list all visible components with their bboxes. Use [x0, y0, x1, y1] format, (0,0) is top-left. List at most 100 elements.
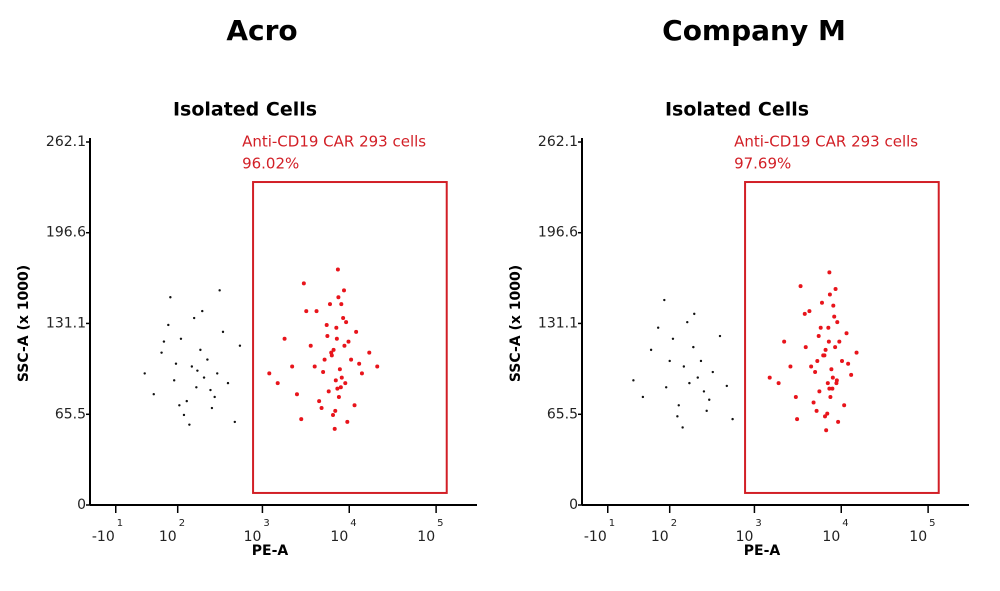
event-dot: [813, 370, 818, 375]
event-dot: [336, 295, 341, 300]
event-dot: [339, 375, 344, 380]
event-dot: [798, 284, 803, 289]
event-dot: [201, 309, 204, 313]
y-tick-label: 0: [569, 497, 578, 513]
event-dot: [725, 384, 729, 388]
event-dot: [795, 417, 800, 422]
event-dot: [681, 426, 684, 429]
event-dot: [352, 403, 357, 408]
x-tick-exponent: 5: [437, 518, 443, 529]
y-axis-label: SSC-A (x 1000): [16, 265, 32, 382]
event-dot: [335, 267, 340, 272]
x-tick-exponent: 3: [263, 518, 269, 529]
event-dot: [329, 353, 334, 358]
event-dot: [840, 358, 845, 363]
event-dot: [830, 375, 835, 380]
x-tick-label: 10: [244, 529, 262, 545]
event-dot: [226, 381, 230, 385]
plot-title: Isolated Cells: [173, 99, 317, 121]
x-tick-label: 10: [159, 529, 177, 545]
panel-title: Acro: [226, 14, 297, 47]
x-tick-exponent: 1: [117, 518, 123, 529]
event-dot: [842, 403, 847, 408]
event-dot: [664, 386, 668, 389]
event-dot: [807, 309, 812, 314]
event-dot: [793, 394, 798, 399]
event-dot: [342, 288, 347, 293]
event-dot: [686, 320, 689, 324]
event-dot: [321, 370, 326, 375]
event-dot: [290, 364, 295, 369]
event-dot: [338, 385, 343, 390]
event-dot: [827, 386, 832, 391]
event-dot: [339, 302, 344, 307]
event-dot: [325, 334, 330, 339]
event-dot: [663, 298, 666, 302]
event-dot: [817, 389, 822, 394]
event-dot: [692, 345, 695, 349]
event-dot: [324, 322, 329, 327]
event-dot: [676, 415, 679, 418]
event-dot: [671, 337, 675, 341]
event-dot: [828, 394, 833, 399]
event-dot: [811, 400, 816, 405]
event-dot: [335, 386, 340, 391]
y-tick-label: 262.1: [538, 134, 578, 150]
event-dot: [802, 311, 807, 316]
event-dot: [682, 365, 686, 368]
event-dot: [825, 411, 830, 416]
event-dot: [825, 381, 830, 386]
event-dot: [218, 289, 221, 292]
event-dot: [334, 325, 339, 330]
event-dot: [632, 379, 635, 382]
event-dot: [275, 381, 280, 386]
event-dot: [333, 408, 338, 413]
gate-percent: 97.69%: [734, 155, 791, 173]
event-dot: [167, 323, 170, 327]
y-tick-label: 262.1: [46, 134, 86, 150]
event-dot: [767, 375, 772, 380]
event-dot: [206, 358, 209, 361]
event-dot: [835, 320, 840, 325]
event-dot: [179, 337, 183, 341]
event-dot: [824, 428, 829, 433]
event-dot: [367, 350, 372, 355]
event-dot: [174, 362, 178, 365]
x-tick-exponent: 2: [671, 518, 677, 529]
gate: [252, 181, 448, 494]
event-dot: [185, 399, 188, 403]
event-dot: [327, 302, 332, 307]
x-tick-exponent: 3: [755, 518, 761, 529]
event-dot: [826, 339, 831, 344]
event-dot: [827, 270, 832, 275]
panel-title: Company M: [662, 14, 846, 47]
event-dot: [209, 388, 212, 392]
event-dot: [699, 359, 703, 363]
event-dot: [359, 371, 364, 376]
event-dot: [336, 394, 341, 399]
event-dot: [162, 340, 166, 343]
event-dot: [202, 376, 206, 379]
event-dot: [688, 381, 691, 385]
event-dot: [357, 361, 362, 366]
event-dot: [342, 343, 347, 348]
event-dot: [831, 303, 836, 308]
event-dot: [332, 426, 337, 431]
event-dot: [788, 364, 793, 369]
event-dot: [312, 364, 317, 369]
event-dot: [346, 339, 351, 344]
event-dot: [705, 409, 708, 413]
event-dot: [837, 339, 842, 344]
event-dot: [844, 331, 849, 336]
event-dot: [782, 339, 787, 344]
x-tick-label: 10: [651, 529, 669, 545]
event-dot: [826, 325, 831, 330]
event-dot: [160, 351, 163, 354]
event-dot: [282, 336, 287, 341]
y-tick-label: 65.5: [547, 406, 578, 422]
event-dot: [702, 390, 706, 393]
event-dot: [196, 369, 199, 372]
event-dot: [846, 361, 851, 366]
event-dot: [301, 281, 306, 286]
event-dot: [172, 379, 176, 382]
